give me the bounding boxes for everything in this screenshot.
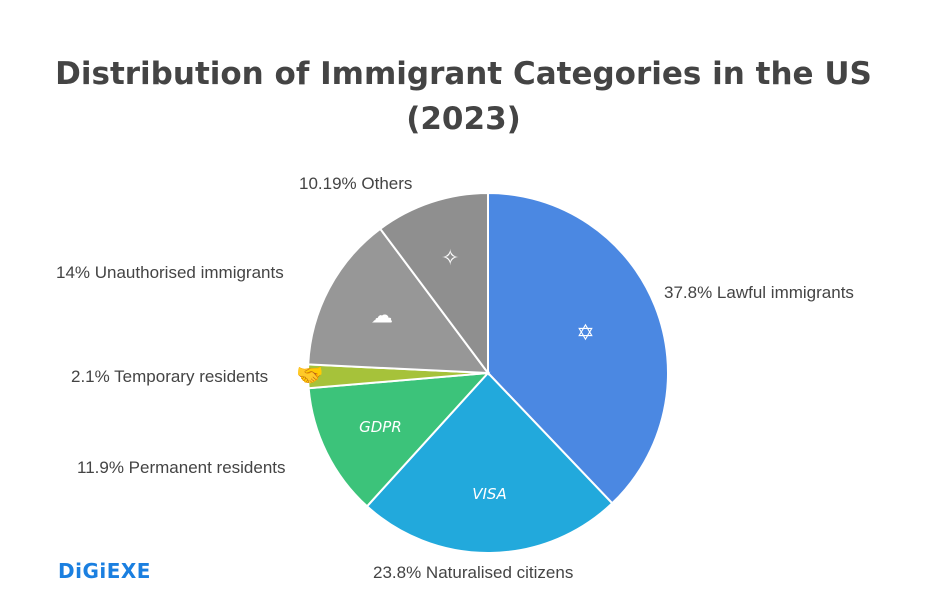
subtitle-line: (2023) (406, 101, 521, 137)
digiexe-logo: DiGiEXE (58, 559, 151, 583)
title-line: Distribution of Immigrant Categories in … (55, 56, 872, 92)
label-others: 10.19% Others (299, 174, 413, 193)
visa-icon: VISA (472, 485, 506, 503)
pie-slice-others (378, 191, 489, 377)
chart-title: Distribution of Immigrant Categories in … (0, 52, 927, 142)
label-naturalised: 23.8% Naturalised citizens (373, 563, 574, 582)
label-unauthorised: 14% Unauthorised immigrants (56, 263, 284, 282)
label-temporary: 2.1% Temporary residents (71, 367, 269, 386)
pie-slice-naturalised-citizens (365, 371, 614, 554)
pie-slice-unauthorised-immigrants (307, 227, 491, 375)
pie-slice-permanent-residents (307, 371, 491, 508)
handshake-icon: 🤝 (296, 363, 323, 388)
label-permanent: 11.9% Permanent residents (77, 458, 286, 477)
cloud-arrows-icon: ☁ (371, 304, 393, 329)
gdpr-icon: GDPR (359, 418, 402, 436)
star-badge-icon: ✡ (576, 321, 594, 346)
compass-icon: ✧ (441, 246, 459, 271)
pie-slice-lawful-immigrants (487, 191, 669, 505)
label-lawful: 37.8% Lawful immigrants (664, 283, 854, 302)
